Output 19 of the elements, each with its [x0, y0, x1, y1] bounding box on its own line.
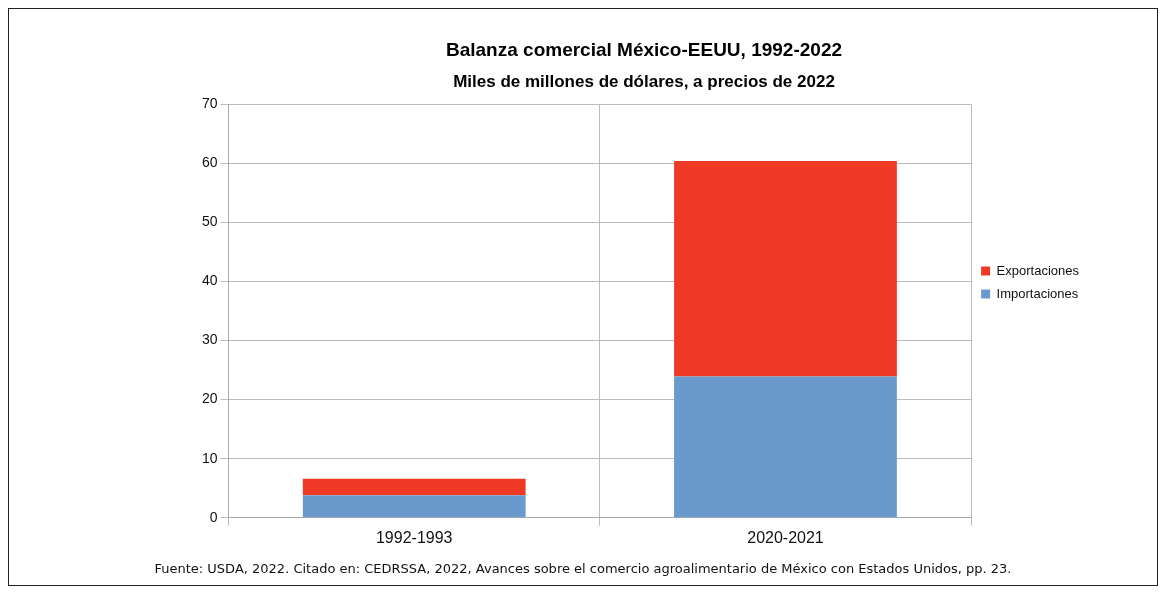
y-tick-label: 40	[201, 272, 218, 289]
y-tick-label: 10	[201, 449, 218, 466]
chart-subtitle: Miles de millones de dólares, a precios de 2022	[453, 71, 835, 91]
bar	[302, 495, 526, 518]
y-tick-label: 70	[201, 95, 218, 112]
bar	[674, 376, 897, 518]
chart-title: Balanza comercial México-EEUU, 1992-2022	[445, 38, 843, 60]
y-tick-label: 20	[201, 390, 218, 407]
source-note: Fuente: USDA, 2022. Citado en: CEDRSSA, 2022, Avances sobre el comercio agroalimentario de México con Estados Unidos, pp. 23.	[153, 561, 1013, 576]
x-tick-label: 2020-2021	[747, 528, 824, 546]
y-tick-label: 30	[201, 331, 218, 348]
y-tick-label: 60	[201, 154, 218, 171]
y-tick-label: 0	[209, 508, 218, 525]
x-tick-label: 1992-1993	[375, 528, 453, 546]
bar	[674, 160, 897, 377]
legend-label: Importaciones	[996, 285, 1079, 301]
y-tick-label: 50	[201, 213, 218, 230]
bar	[302, 478, 526, 496]
legend-label: Exportaciones	[996, 262, 1080, 278]
